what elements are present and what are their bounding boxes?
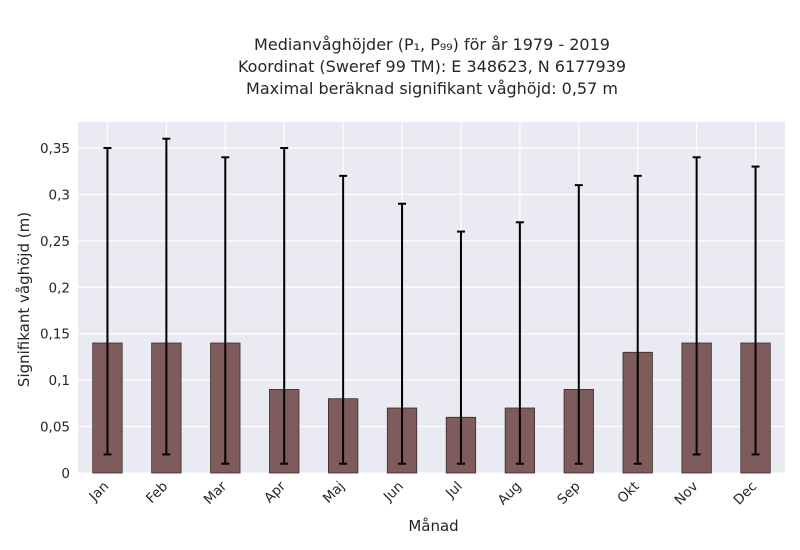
x-tick-label: Dec [731,479,761,509]
plot-area [78,122,785,473]
x-tick-label: Maj [320,479,348,507]
y-tick-label: 0,15 [40,327,70,343]
y-tick-label: 0,35 [40,141,70,157]
x-tick-label: Aug [495,479,525,509]
y-tick-label: 0,1 [49,373,70,389]
x-tick-label: Okt [614,479,642,507]
chart-title-line-2: Koordinat (Sweref 99 TM): E 348623, N 61… [237,57,627,76]
y-axis-label: Signifikant våghöjd (m) [15,212,33,387]
x-tick-label: Jan [86,479,113,506]
y-tick-label: 0,2 [49,280,70,296]
x-tick-label: Apr [261,478,289,506]
chart-title-line-3: Maximal beräknad signifikant våghöjd: 0,… [246,79,618,98]
x-tick-label: Jul [442,479,466,503]
y-tick-label: 0,3 [49,187,70,203]
x-axis-label: Månad [408,517,458,535]
x-tick-label: Nov [672,479,702,509]
y-tick-label: 0 [61,466,70,482]
x-tick-label: Feb [143,479,171,507]
x-tick-label: Jun [380,479,407,506]
chart-title-line-1: Medianvåghöjder (P₁, P₉₉) för år 1979 - … [254,35,610,54]
y-tick-label: 0,25 [40,234,70,250]
y-tick-label: 0,05 [40,420,70,436]
chart-title: Medianvåghöjder (P₁, P₉₉) för år 1979 - … [0,34,800,100]
x-tick-label: Sep [554,479,583,508]
x-tick-label: Mar [201,478,231,508]
